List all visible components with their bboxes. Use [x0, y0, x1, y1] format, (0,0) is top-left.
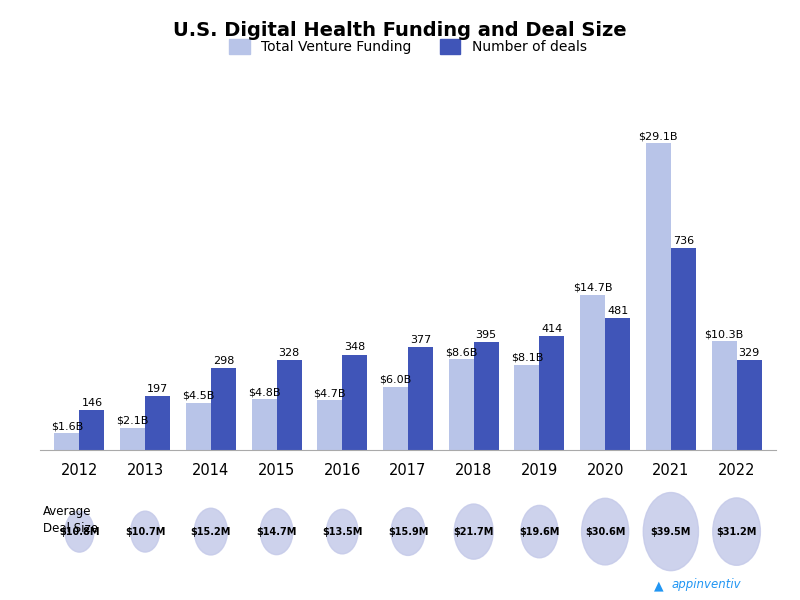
Text: Average
Deal Size: Average Deal Size: [43, 505, 98, 535]
Text: $8.1B: $8.1B: [510, 352, 543, 362]
Text: $4.7B: $4.7B: [314, 388, 346, 398]
Text: 298: 298: [213, 356, 234, 366]
Text: 395: 395: [476, 329, 497, 340]
Bar: [186, 403, 211, 450]
Ellipse shape: [454, 504, 493, 559]
Text: 328: 328: [278, 348, 300, 358]
Text: 481: 481: [607, 306, 628, 316]
Text: $14.7B: $14.7B: [573, 283, 613, 293]
Bar: [277, 360, 302, 450]
Bar: [54, 433, 79, 450]
Bar: [737, 360, 762, 450]
Bar: [712, 341, 737, 450]
Text: $10.3B: $10.3B: [705, 329, 744, 339]
Bar: [120, 428, 145, 450]
Bar: [646, 143, 671, 450]
Text: $2.1B: $2.1B: [117, 416, 149, 426]
Text: 348: 348: [344, 343, 366, 352]
Ellipse shape: [260, 509, 293, 554]
Text: $15.9M: $15.9M: [388, 527, 428, 536]
Ellipse shape: [643, 493, 698, 571]
Text: $10.7M: $10.7M: [125, 527, 166, 536]
Text: $4.8B: $4.8B: [248, 387, 280, 397]
Text: 329: 329: [738, 347, 760, 358]
Bar: [514, 365, 539, 450]
Ellipse shape: [713, 498, 760, 565]
Ellipse shape: [130, 511, 160, 552]
Bar: [474, 341, 498, 450]
Text: $39.5M: $39.5M: [650, 527, 691, 536]
Text: $21.7M: $21.7M: [454, 527, 494, 536]
Text: $19.6M: $19.6M: [519, 527, 560, 536]
Text: $6.0B: $6.0B: [379, 374, 412, 385]
Bar: [671, 248, 696, 450]
Text: $8.6B: $8.6B: [445, 347, 478, 357]
Text: 377: 377: [410, 335, 431, 344]
Text: $1.6B: $1.6B: [51, 421, 83, 431]
Bar: [539, 337, 565, 450]
Bar: [342, 355, 367, 450]
Text: U.S. Digital Health Funding and Deal Size: U.S. Digital Health Funding and Deal Siz…: [173, 21, 627, 40]
Ellipse shape: [391, 508, 425, 556]
Bar: [252, 400, 277, 450]
Bar: [211, 368, 236, 450]
Bar: [79, 410, 104, 450]
Bar: [318, 400, 342, 450]
Ellipse shape: [521, 505, 558, 558]
Ellipse shape: [194, 508, 227, 555]
Text: $4.5B: $4.5B: [182, 391, 214, 400]
Ellipse shape: [582, 498, 629, 565]
Text: appinventiv: appinventiv: [672, 578, 742, 591]
Text: 414: 414: [542, 325, 562, 334]
Bar: [383, 387, 408, 450]
Bar: [145, 396, 170, 450]
Ellipse shape: [65, 511, 94, 552]
Bar: [580, 295, 605, 450]
Bar: [605, 318, 630, 450]
Legend: Total Venture Funding, Number of deals: Total Venture Funding, Number of deals: [222, 32, 594, 61]
Text: $31.2M: $31.2M: [716, 527, 757, 536]
Bar: [449, 359, 474, 450]
Text: 736: 736: [673, 236, 694, 246]
Bar: [408, 347, 433, 450]
Text: 146: 146: [82, 398, 102, 408]
Ellipse shape: [326, 509, 358, 554]
Text: 197: 197: [147, 384, 168, 394]
Text: $15.2M: $15.2M: [190, 527, 231, 536]
Text: $29.1B: $29.1B: [638, 131, 678, 141]
Text: $30.6M: $30.6M: [585, 527, 626, 536]
Text: $14.7M: $14.7M: [256, 527, 297, 536]
Text: $10.8M: $10.8M: [59, 527, 100, 536]
Text: $13.5M: $13.5M: [322, 527, 362, 536]
Text: ▲: ▲: [654, 580, 663, 593]
